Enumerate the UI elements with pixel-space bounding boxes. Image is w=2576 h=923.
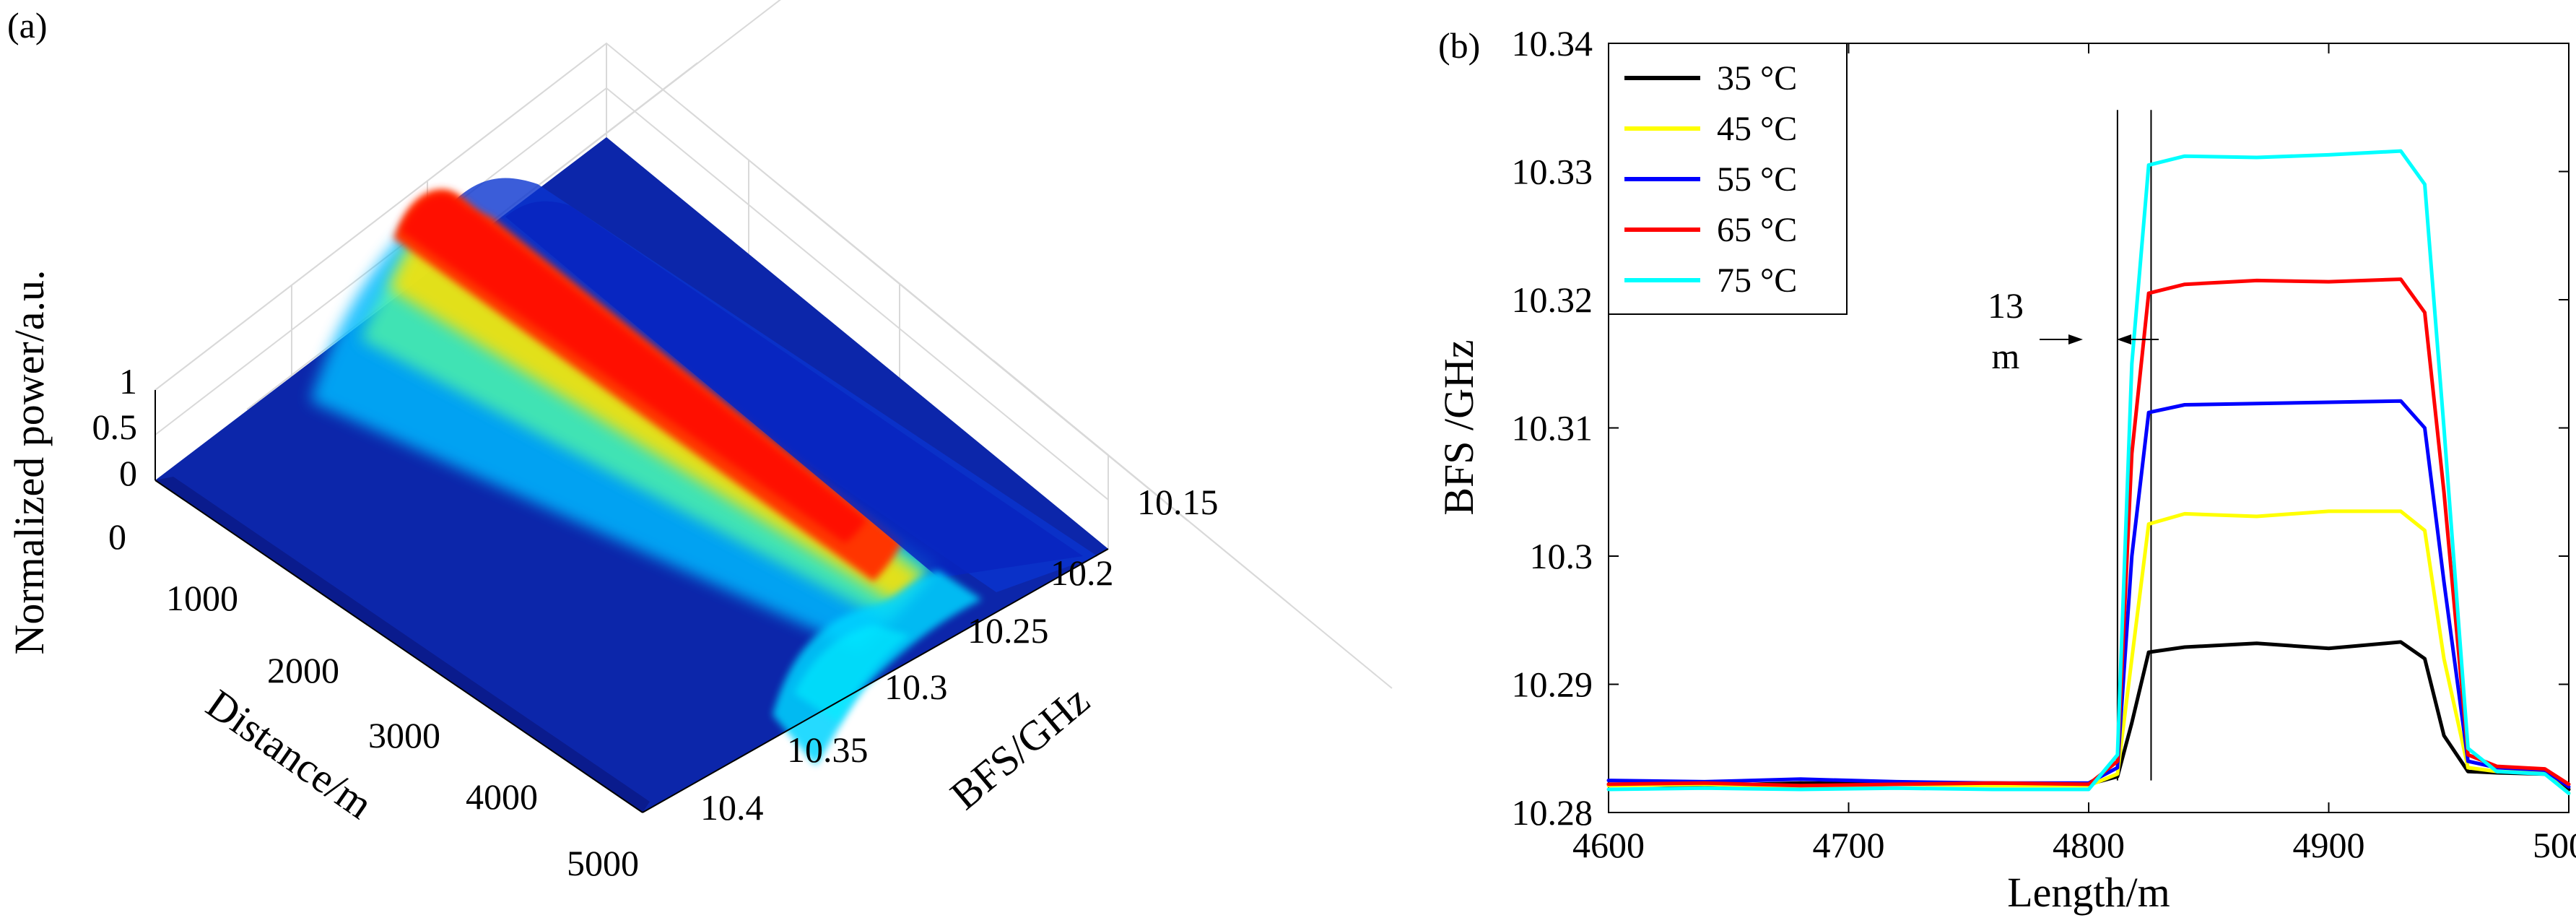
panel-a-label: (a) bbox=[7, 5, 48, 46]
y-axis-label-b: BFS /GHz bbox=[1435, 339, 1482, 515]
legend-label-45: 45 °C bbox=[1717, 110, 1797, 148]
z-tick-label: 0.5 bbox=[92, 407, 138, 447]
x-tick-label: 4900 bbox=[2293, 825, 2365, 865]
z-tick-label: 0 bbox=[119, 453, 137, 493]
y-tick-label: 10.4 bbox=[700, 787, 764, 828]
y-tick-label: 10.29 bbox=[1512, 664, 1593, 705]
panel-b: (b) 46004700480049005000 10.2810.2910.31… bbox=[1435, 23, 2576, 916]
y-axis-label: BFS/GHz bbox=[941, 677, 1098, 819]
y-tick-label: 10.32 bbox=[1512, 280, 1593, 320]
x-tick-label: 0 bbox=[108, 516, 126, 557]
series-line-55 bbox=[1606, 399, 2571, 789]
y-tick-label: 10.34 bbox=[1512, 23, 1593, 64]
y-tick-label: 10.28 bbox=[1512, 792, 1593, 833]
y-tick-label: 10.31 bbox=[1512, 408, 1593, 448]
x-tick-labels: 4600 4700 4800 4900 5000 bbox=[1572, 825, 2576, 865]
annotation-unit: m bbox=[1992, 336, 2020, 376]
x-tick-label: 4000 bbox=[466, 776, 538, 817]
panel-b-label: (b) bbox=[1438, 25, 1480, 66]
width-annotation: 13 m bbox=[1988, 285, 2159, 376]
x-tick-label: 4700 bbox=[1813, 825, 1885, 865]
annotation-value: 13 bbox=[1988, 285, 2024, 326]
series-line-75 bbox=[1606, 149, 2571, 795]
legend-label-55: 55 °C bbox=[1717, 160, 1797, 199]
y-tick-label: 10.25 bbox=[967, 610, 1049, 651]
y-tick-label: 10.3 bbox=[884, 667, 948, 707]
x-tick-label: 5000 bbox=[567, 843, 639, 883]
y-tick-label: 10.2 bbox=[1050, 552, 1114, 593]
legend: 35 °C 45 °C 55 °C 65 °C 75 °C bbox=[1608, 43, 1848, 315]
legend-label-35: 35 °C bbox=[1717, 59, 1797, 98]
series-line-65 bbox=[1606, 277, 2571, 788]
x-tick-label: 2000 bbox=[267, 650, 339, 690]
z-axis-label: Normalized power/a.u. bbox=[6, 269, 53, 654]
legend-label-75: 75 °C bbox=[1717, 261, 1797, 300]
y-tick-label: 10.33 bbox=[1512, 152, 1593, 192]
x-axis-label-b: Length/m bbox=[2007, 869, 2170, 916]
z-tick-label: 1 bbox=[119, 361, 137, 402]
y-tick-label: 10.15 bbox=[1137, 482, 1219, 522]
x-tick-label: 1000 bbox=[166, 578, 238, 618]
y-tick-label: 10.35 bbox=[787, 729, 869, 770]
annotation-arrowhead-right bbox=[2117, 334, 2131, 344]
x-tick-label: 3000 bbox=[368, 715, 440, 755]
x-tick-label: 5000 bbox=[2533, 825, 2576, 865]
legend-label-65: 65 °C bbox=[1717, 211, 1797, 249]
series-lines bbox=[1606, 149, 2571, 795]
surface-plot bbox=[155, 137, 1108, 812]
y-tick-labels: 10.28 10.29 10.3 10.31 10.32 10.33 10.34 bbox=[1512, 23, 1593, 833]
y-tick-label: 10.3 bbox=[1530, 536, 1593, 576]
panel-a: (a) bbox=[6, 0, 1393, 883]
x-axis-label: Distance/m bbox=[198, 680, 381, 828]
z-axis: 1 0.5 0 Normalized power/a.u. bbox=[6, 269, 156, 655]
annotation-arrowhead-left bbox=[2068, 334, 2083, 344]
x-tick-label: 4800 bbox=[2053, 825, 2125, 865]
x-tick-label: 4600 bbox=[1572, 825, 1645, 865]
